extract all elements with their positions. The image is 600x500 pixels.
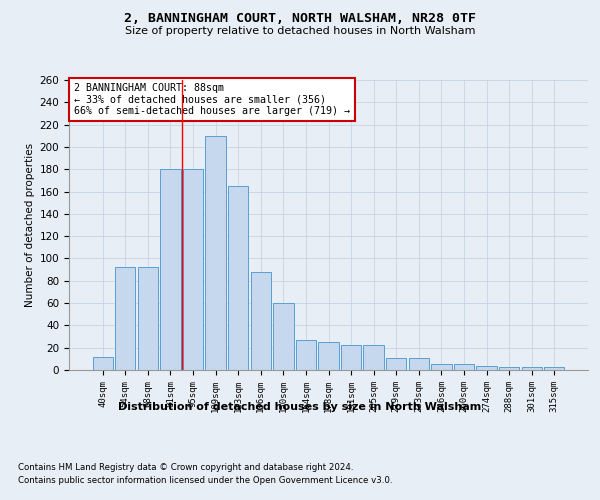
Bar — [431, 364, 452, 370]
Bar — [273, 303, 293, 370]
Bar — [499, 366, 519, 370]
Bar — [296, 340, 316, 370]
Y-axis label: Number of detached properties: Number of detached properties — [25, 143, 35, 307]
Bar — [251, 272, 271, 370]
Text: Distribution of detached houses by size in North Walsham: Distribution of detached houses by size … — [118, 402, 482, 412]
Bar — [205, 136, 226, 370]
Bar — [386, 358, 406, 370]
Text: Contains HM Land Registry data © Crown copyright and database right 2024.: Contains HM Land Registry data © Crown c… — [18, 462, 353, 471]
Text: Size of property relative to detached houses in North Walsham: Size of property relative to detached ho… — [125, 26, 475, 36]
Bar — [115, 268, 136, 370]
Bar — [183, 169, 203, 370]
Bar — [92, 356, 113, 370]
Bar — [138, 268, 158, 370]
Bar — [341, 346, 361, 370]
Bar — [476, 366, 497, 370]
Bar — [454, 364, 474, 370]
Text: 2, BANNINGHAM COURT, NORTH WALSHAM, NR28 0TF: 2, BANNINGHAM COURT, NORTH WALSHAM, NR28… — [124, 12, 476, 26]
Bar — [544, 366, 565, 370]
Bar — [409, 358, 429, 370]
Bar — [521, 366, 542, 370]
Text: 2 BANNINGHAM COURT: 88sqm
← 33% of detached houses are smaller (356)
66% of semi: 2 BANNINGHAM COURT: 88sqm ← 33% of detac… — [74, 83, 350, 116]
Bar — [319, 342, 338, 370]
Bar — [160, 169, 181, 370]
Text: Contains public sector information licensed under the Open Government Licence v3: Contains public sector information licen… — [18, 476, 392, 485]
Bar — [228, 186, 248, 370]
Bar — [364, 346, 384, 370]
